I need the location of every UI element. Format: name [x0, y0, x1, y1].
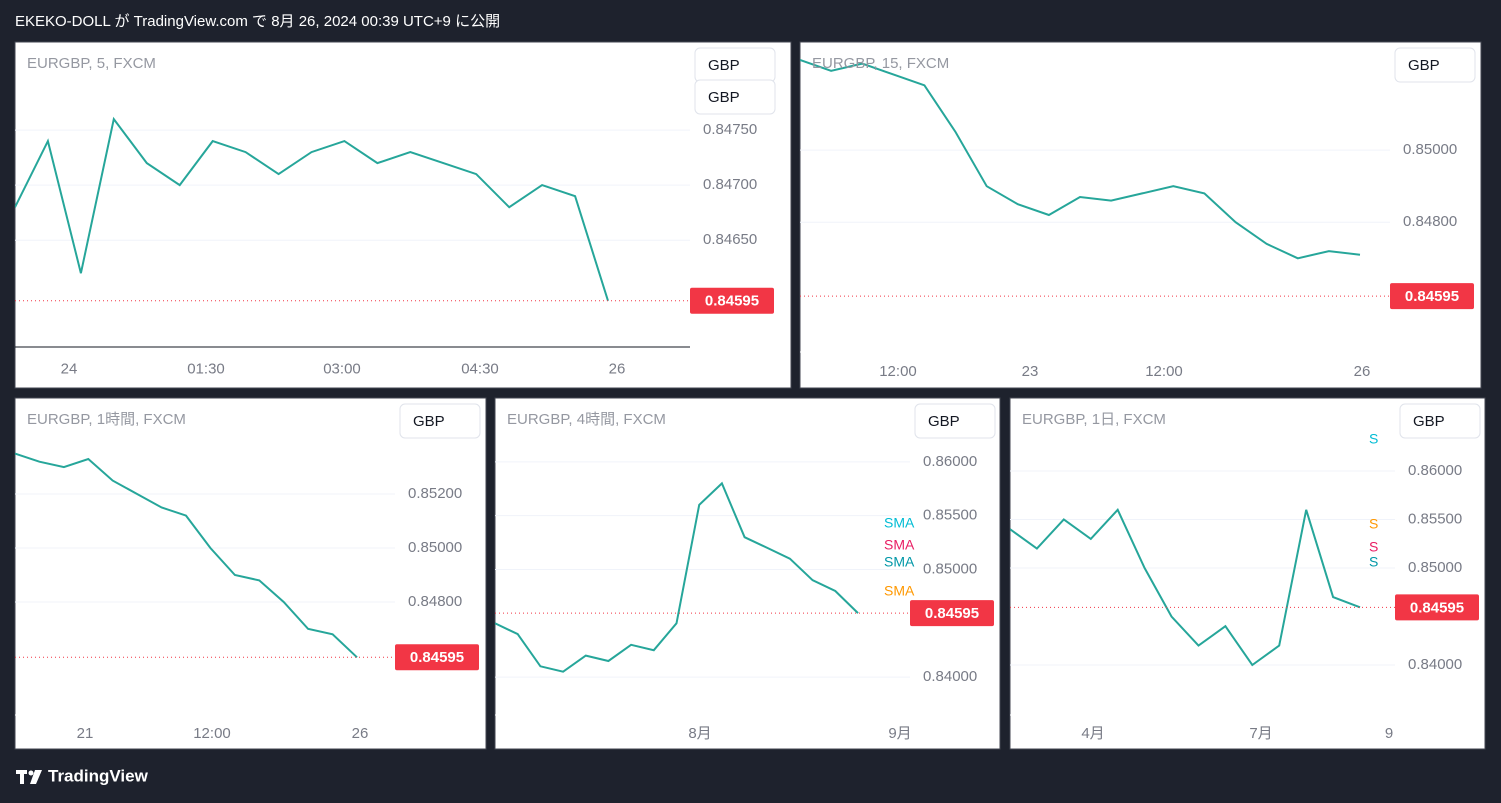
y-tick-label: 0.84800: [1403, 213, 1457, 230]
x-tick-label: 03:00: [323, 360, 361, 377]
last-price-box: [1395, 594, 1479, 621]
last-price-label: 0.84595: [1410, 599, 1464, 616]
last-price-label: 0.84595: [1405, 288, 1459, 305]
currency-button: [914, 403, 996, 439]
panel-bg: [1009, 397, 1486, 750]
y-tick-label: 0.85000: [408, 539, 462, 556]
header: EKEKO-DOLL が TradingView.com で 8月 26, 20…: [15, 13, 500, 30]
y-tick-label: 0.85000: [1408, 559, 1462, 576]
x-tick-label: 26: [609, 360, 626, 377]
panel-title: EURGBP, 4時間, FXCM: [507, 411, 666, 428]
sma-label: SMA: [884, 515, 915, 531]
y-tick-label: 0.84650: [703, 231, 757, 248]
sma-label: SMA: [884, 583, 915, 599]
last-price-box: [910, 600, 994, 627]
x-tick-label: 12:00: [1145, 363, 1183, 380]
x-tick-label: 01:30: [187, 360, 225, 377]
panel-bg: [14, 41, 792, 389]
panel-title: EURGBP, 5, FXCM: [27, 55, 156, 72]
x-tick-label: 12:00: [879, 363, 917, 380]
logo: [16, 770, 42, 784]
price-line: [1010, 508, 1361, 667]
y-tick-label: 0.84000: [1408, 656, 1462, 673]
chart-panel: 0.85200 0.85000 0.84800 21 12:00 26 0.84595 EUR…: [14, 397, 487, 750]
panel-bg: [799, 41, 1482, 389]
currency-label: GBP: [1413, 413, 1445, 430]
price-line: [495, 481, 859, 673]
last-price-box: [1390, 283, 1474, 310]
last-price-box: [690, 287, 774, 314]
y-tick-label: 0.86000: [923, 453, 977, 470]
chart-panel: 0.86000 0.85500 0.85000 0.84000 8月 9月 0.84595 E…: [494, 397, 1001, 750]
chart-panel: 0.86000 0.85500 0.85000 0.84000 4月 7月 9 0.84595…: [1009, 397, 1486, 750]
panel-bg: [14, 397, 487, 750]
currency-label: GBP: [928, 413, 960, 430]
x-tick-label: 23: [1022, 363, 1039, 380]
x-tick-label: 8月: [688, 725, 711, 742]
y-tick-label: 0.84000: [923, 668, 977, 685]
x-tick-label: 21: [77, 725, 94, 742]
last-price-box: [395, 644, 479, 671]
y-tick-label: 0.84800: [408, 593, 462, 610]
currency-button: [399, 403, 481, 439]
sma-label: S: [1369, 516, 1378, 532]
x-tick-label: 12:00: [193, 725, 231, 742]
last-price-label: 0.84595: [925, 605, 979, 622]
currency-button: [1394, 47, 1476, 83]
x-tick-label: 24: [61, 360, 78, 377]
y-tick-label: 0.86000: [1408, 462, 1462, 479]
x-tick-label: 9月: [888, 725, 911, 742]
y-tick-label: 0.85000: [1403, 141, 1457, 158]
x-tick-label: 04:30: [461, 360, 499, 377]
y-tick-label: 0.84750: [703, 121, 757, 138]
sma-label: S: [1369, 539, 1378, 555]
sma-label: S: [1369, 554, 1378, 570]
y-tick-label: 0.85200: [408, 485, 462, 502]
y-tick-label: 0.85500: [923, 507, 977, 524]
currency-label: GBP: [1408, 57, 1440, 74]
sma-label: SMA: [884, 554, 915, 570]
x-tick-label: 26: [352, 725, 369, 742]
currency-label: GBP: [708, 89, 740, 106]
panel-title: EURGBP, 1日, FXCM: [1022, 411, 1166, 428]
price-line: [800, 59, 1361, 260]
x-tick-label: 9: [1385, 725, 1393, 742]
footer-brand: TradingView: [48, 766, 149, 785]
x-tick-label: 7月: [1249, 725, 1272, 742]
panel-title: EURGBP, 1時間, FXCM: [27, 411, 186, 428]
currency-button: [694, 79, 776, 115]
last-price-label: 0.84595: [705, 293, 759, 310]
sma-label: SMA: [884, 537, 915, 553]
currency-label: GBP: [708, 57, 740, 74]
price-line: [15, 116, 609, 302]
last-price-label: 0.84595: [410, 649, 464, 666]
y-tick-label: 0.85000: [923, 560, 977, 577]
chart-panel: 0.84750 0.84700 0.84650 24 01:30 03:00 04:30 26…: [14, 41, 792, 389]
panel-title: EURGBP, 15, FXCM: [812, 55, 949, 72]
currency-label: GBP: [413, 413, 445, 430]
chart-panel: 0.85000 0.84800 12:00 23 12:00 26 0.84595 EURGB…: [799, 41, 1482, 389]
y-tick-label: 0.84700: [703, 176, 757, 193]
y-tick-label: 0.85500: [1408, 511, 1462, 528]
x-tick-label: 26: [1354, 363, 1371, 380]
panel-bg: [494, 397, 1001, 750]
price-line: [15, 452, 358, 659]
x-tick-label: 4月: [1081, 725, 1104, 742]
currency-button: [1399, 403, 1481, 439]
sma-label: S: [1369, 431, 1378, 447]
